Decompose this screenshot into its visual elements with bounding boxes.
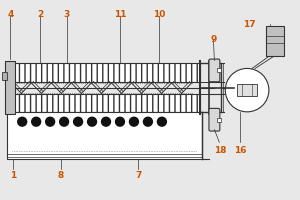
Circle shape xyxy=(158,117,166,126)
Text: 2: 2 xyxy=(37,10,43,19)
Circle shape xyxy=(18,117,27,126)
Circle shape xyxy=(74,117,82,126)
Circle shape xyxy=(102,117,110,126)
FancyBboxPatch shape xyxy=(209,108,220,131)
Bar xyxy=(9,63,200,82)
Text: 8: 8 xyxy=(58,171,64,180)
Bar xyxy=(237,84,257,96)
Text: 9: 9 xyxy=(211,35,217,44)
Bar xyxy=(2,72,7,80)
Text: 16: 16 xyxy=(234,146,247,155)
Circle shape xyxy=(130,117,138,126)
Text: 4: 4 xyxy=(7,10,14,19)
Text: 11: 11 xyxy=(114,10,127,19)
Circle shape xyxy=(143,117,152,126)
Circle shape xyxy=(60,117,69,126)
Bar xyxy=(266,26,284,56)
Circle shape xyxy=(88,117,97,126)
Text: 18: 18 xyxy=(214,146,226,155)
Text: 3: 3 xyxy=(64,10,70,19)
Bar xyxy=(218,118,221,122)
Bar xyxy=(5,61,15,114)
Circle shape xyxy=(225,68,269,112)
Bar xyxy=(9,94,200,112)
Circle shape xyxy=(32,117,40,126)
Text: 7: 7 xyxy=(135,171,141,180)
Circle shape xyxy=(46,117,55,126)
Bar xyxy=(7,112,202,159)
Text: 10: 10 xyxy=(153,10,165,19)
Text: 17: 17 xyxy=(243,20,256,29)
Bar xyxy=(218,68,221,72)
Text: 1: 1 xyxy=(10,171,16,180)
FancyBboxPatch shape xyxy=(209,59,220,82)
Circle shape xyxy=(116,117,124,126)
